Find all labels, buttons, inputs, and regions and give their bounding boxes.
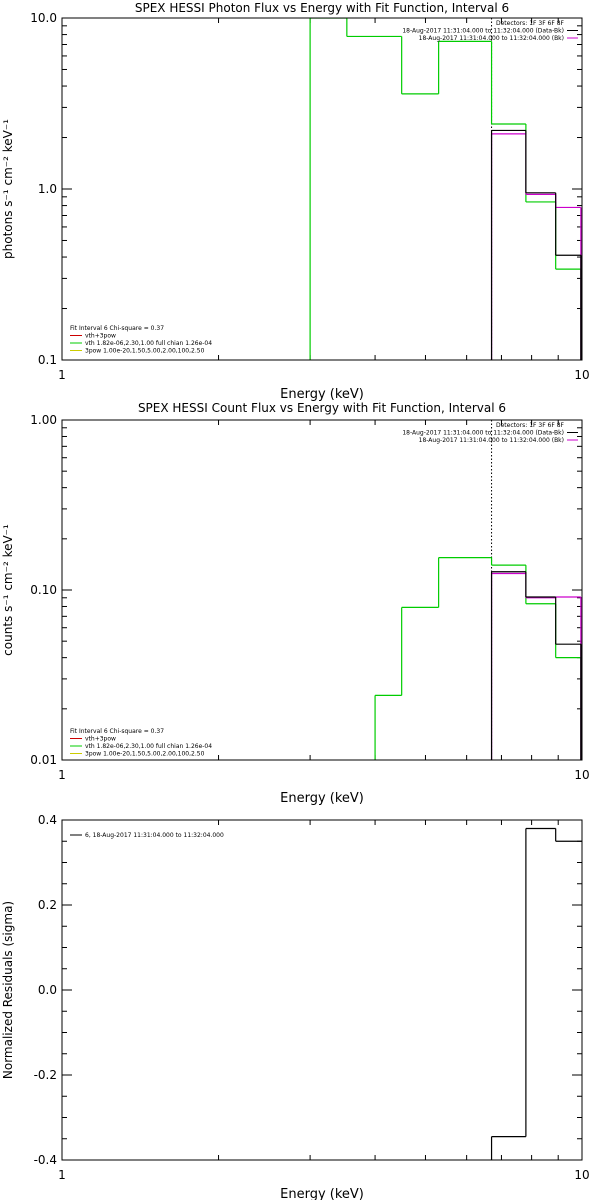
- x-tick-label: 1: [58, 368, 66, 382]
- y-axis-label: counts s⁻¹ cm⁻² keV⁻¹: [1, 524, 15, 656]
- series-bk: [490, 133, 582, 360]
- y-tick-label: -0.2: [34, 1068, 57, 1082]
- chart-panel-3: 1 10 -0.4 -0.2 0.0 0.2 0.4 Energy (keV) Normaliz…: [1, 813, 590, 1200]
- y-tick-label: 0.10: [30, 583, 57, 597]
- y-tick-label: 1.0: [38, 182, 57, 196]
- legend-bottom-left: Fit Interval 6 Chi-square = 0.37vth+3pow…: [70, 728, 212, 758]
- legend-entry: 18-Aug-2017 11:31:04.000 to 11:32:04.000…: [402, 430, 564, 437]
- x-tick-label: 10: [574, 768, 589, 782]
- plot-frame: [61, 419, 583, 761]
- series-fit: [374, 557, 582, 760]
- x-tick-label: 1: [58, 768, 66, 782]
- legend-entry: 18-Aug-2017 11:31:04.000 to 11:32:04.000…: [419, 437, 564, 444]
- legend-entry: Fit Interval 6 Chi-square = 0.37: [70, 325, 164, 332]
- plot-frame: [61, 17, 583, 361]
- legend-entry: vth+3pow: [85, 736, 116, 743]
- chart-title: SPEX HESSI Photon Flux vs Energy with Fi…: [135, 1, 509, 15]
- legend-entry: 3pow 1.00e-20,1.50,5.00,2.00,100,2.50: [85, 751, 205, 758]
- data-layer: [374, 420, 582, 760]
- y-axis-label: Normalized Residuals (sigma): [1, 901, 15, 1079]
- y-tick-label: 0.0: [38, 983, 57, 997]
- x-tick-label: 1: [58, 1168, 66, 1182]
- x-axis-label: Energy (keV): [280, 791, 364, 806]
- y-tick-label: 1.00: [30, 413, 57, 427]
- legend-entry: vth 1.82e-06,2.30,1.00 full chian 1.26e-…: [85, 340, 212, 347]
- data-layer: [490, 827, 582, 1160]
- legend-bottom-left: Fit Interval 6 Chi-square = 0.37vth+3pow…: [70, 325, 212, 355]
- legend-entry: Detectors: 1F 3F 6F 8F: [496, 20, 565, 27]
- x-tick-label: 10: [574, 368, 589, 382]
- legend-entry: 6, 18-Aug-2017 11:31:04.000 to 11:32:04.…: [85, 832, 224, 839]
- legend-entry: vth 1.82e-06,2.30,1.00 full chian 1.26e-…: [85, 743, 212, 750]
- legend-entry: vth+3pow: [85, 333, 116, 340]
- chart-panel-1: SPEX HESSI Photon Flux vs Energy with Fi…: [1, 1, 590, 402]
- legend-entry: Fit Interval 6 Chi-square = 0.37: [70, 728, 164, 735]
- x-axis-label: Energy (keV): [280, 1187, 364, 1200]
- legend-entry: 18-Aug-2017 11:31:04.000 to 11:32:04.000…: [419, 35, 564, 42]
- legend-top-left: 6, 18-Aug-2017 11:31:04.000 to 11:32:04.…: [70, 832, 224, 839]
- y-tick-label: 10.0: [30, 11, 57, 25]
- series-fit: [309, 18, 582, 360]
- legend-entry: 3pow 1.00e-20,1.50,5.00,2.00,100,2.50: [85, 348, 205, 355]
- data-layer: [309, 18, 582, 360]
- legend-entry: 18-Aug-2017 11:31:04.000 to 11:32:04.000…: [402, 28, 564, 35]
- x-axis-label: Energy (keV): [280, 387, 364, 402]
- y-tick-label: 0.4: [38, 813, 57, 827]
- x-tick-label: 10: [574, 1168, 589, 1182]
- series-bk: [490, 572, 582, 760]
- series-data-bk: [490, 129, 582, 360]
- series-residuals: [490, 827, 582, 1160]
- chart-panel-2: SPEX HESSI Count Flux vs Energy with Fit…: [1, 401, 590, 806]
- y-tick-label: 0.01: [30, 753, 57, 767]
- y-axis-label: photons s⁻¹ cm⁻² keV⁻¹: [1, 119, 15, 259]
- y-tick-label: 0.1: [38, 353, 57, 367]
- y-tick-label: 0.2: [38, 898, 57, 912]
- plot-frame: [61, 819, 583, 1161]
- series-data-bk: [490, 571, 582, 760]
- legend-entry: Detectors: 1F 3F 6F 8F: [496, 422, 565, 429]
- y-tick-label: -0.4: [34, 1153, 57, 1167]
- chart-title: SPEX HESSI Count Flux vs Energy with Fit…: [138, 401, 506, 415]
